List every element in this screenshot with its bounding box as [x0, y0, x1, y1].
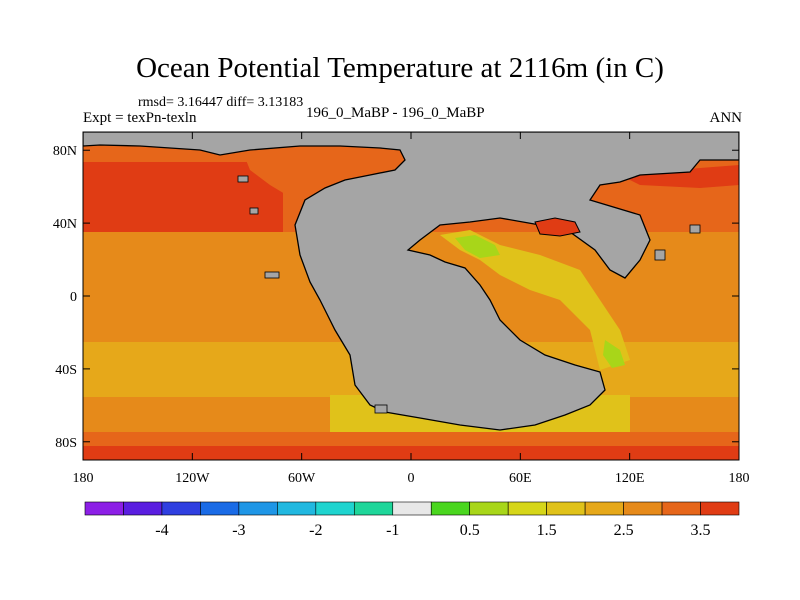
colorbar-swatch: [123, 501, 163, 516]
island-south-1: [374, 404, 388, 414]
arctic-north-patch: [240, 140, 330, 200]
case-label: 196_0_MaBP - 196_0_MaBP: [306, 105, 485, 121]
island-north-2: [249, 207, 259, 215]
colorbar-swatch: [661, 501, 701, 516]
inland-warm-sea: [534, 217, 581, 237]
colorbar: -4 -3 -2 -1 0.5 1.5 2.5 3.5: [84, 501, 740, 539]
y-tick-label: 40N: [53, 217, 77, 232]
colorbar-swatch: [238, 501, 278, 516]
x-tick-label: 120W: [175, 471, 210, 486]
pangaea-land: [83, 132, 739, 431]
island-east-1: [654, 249, 666, 261]
season-label: ANN: [709, 110, 743, 126]
colorbar-swatch: [430, 501, 471, 516]
y-tick-label: 40S: [55, 363, 77, 378]
colorbar-swatch: [584, 501, 624, 516]
colorbar-swatch: [392, 501, 432, 516]
colorbar-swatch: [469, 501, 509, 516]
colorbar-label: 1.5: [537, 522, 557, 539]
colorbar-swatch: [200, 501, 240, 516]
island-east-2: [689, 224, 701, 234]
island-north-1: [237, 175, 249, 183]
colorbar-label: -2: [309, 522, 322, 539]
colorbar-swatch: [546, 501, 586, 516]
x-tick-label: 60E: [509, 471, 532, 486]
y-tick-label: 80S: [55, 436, 77, 451]
island-mid-1: [264, 271, 280, 279]
colorbar-swatch: [623, 501, 663, 516]
x-tick-label: 180: [729, 471, 750, 486]
colorbar-swatch: [84, 501, 124, 516]
tethys-green-patch: [455, 235, 500, 258]
east-arctic-warm: [620, 165, 739, 188]
experiment-label: Expt = texPn-texln: [83, 110, 197, 126]
colorbar-swatch: [277, 501, 317, 516]
colorbar-swatch: [315, 501, 355, 516]
stats-text: rmsd= 3.16447 diff= 3.13183: [138, 95, 304, 110]
x-tick-label: 120E: [615, 471, 645, 486]
ocean-band-southern: [83, 432, 739, 446]
y-tick-label: 80N: [53, 144, 77, 159]
x-tick-label: 0: [408, 471, 415, 486]
map-area: [83, 132, 739, 460]
colorbar-label: 0.5: [460, 522, 480, 539]
colorbar-swatch: [161, 501, 201, 516]
colorbar-label: -3: [232, 522, 245, 539]
colorbar-label: -1: [386, 522, 399, 539]
axes-group: 180 120W 60W 0 60E 120E 180 80N 40N 0 40S 80S: [53, 132, 750, 486]
y-tick-label: 0: [70, 290, 77, 305]
east-green-patch: [603, 340, 625, 368]
colorbar-label: 2.5: [614, 522, 634, 539]
x-tick-label: 180: [73, 471, 94, 486]
tethys-basin: [440, 230, 630, 370]
colorbar-label: -4: [155, 522, 168, 539]
colorbar-swatch: [353, 501, 394, 516]
colorbar-swatch: [700, 501, 740, 516]
chart-title: Ocean Potential Temperature at 2116m (in…: [136, 52, 664, 84]
colorbar-label: 3.5: [691, 522, 711, 539]
x-tick-label: 60W: [288, 471, 316, 486]
colorbar-swatch: [507, 501, 547, 516]
